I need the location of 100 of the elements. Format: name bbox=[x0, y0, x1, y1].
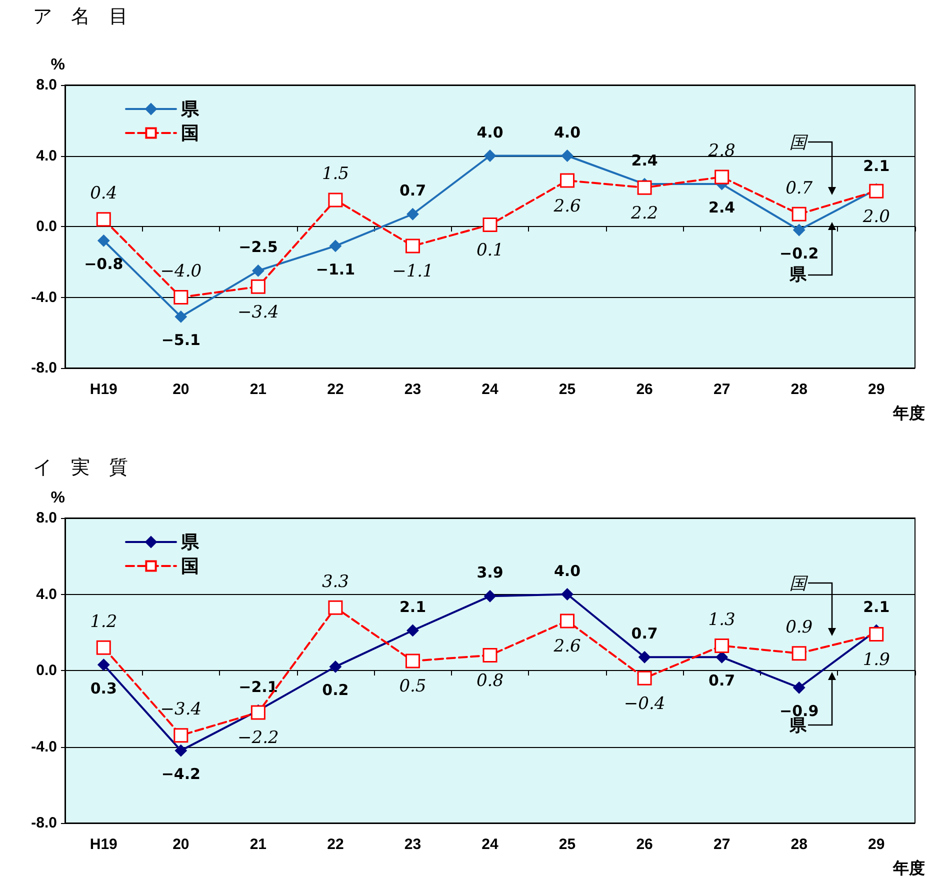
point bbox=[252, 264, 264, 277]
x-tick-label: 29 bbox=[868, 836, 885, 853]
legend-label: 県 bbox=[180, 532, 200, 552]
data-label: 2.1 bbox=[399, 598, 426, 616]
data-label: −3.4 bbox=[160, 700, 202, 720]
chart-title: ア 名 目 bbox=[33, 6, 128, 28]
point bbox=[561, 150, 574, 162]
x-tick-label: 27 bbox=[713, 381, 730, 398]
x-tick-label: 24 bbox=[482, 836, 499, 853]
point bbox=[405, 238, 420, 254]
legend-label: 県 bbox=[180, 99, 200, 119]
point bbox=[328, 192, 343, 208]
x-tick-label: 28 bbox=[790, 836, 808, 853]
data-label: −1.1 bbox=[316, 260, 356, 278]
point bbox=[484, 150, 496, 162]
point bbox=[792, 646, 806, 661]
x-tick-label: 20 bbox=[172, 836, 190, 853]
point bbox=[793, 682, 806, 694]
data-label: −4.2 bbox=[161, 765, 200, 784]
point bbox=[405, 654, 420, 668]
x-tick-label: 26 bbox=[636, 381, 653, 398]
data-label: 1.3 bbox=[708, 610, 736, 630]
point bbox=[96, 212, 111, 227]
data-label: 1.9 bbox=[862, 650, 890, 670]
x-tick-label: 28 bbox=[790, 381, 808, 398]
point bbox=[560, 614, 575, 628]
x-tick-label: 26 bbox=[636, 836, 653, 853]
point bbox=[406, 208, 419, 220]
data-label: 0.7 bbox=[631, 624, 658, 643]
data-label: 4.0 bbox=[554, 562, 581, 580]
y-tick-label: 0.0 bbox=[36, 218, 57, 235]
y-tick-label: 0.0 bbox=[36, 662, 57, 679]
x-tick-label: 23 bbox=[404, 836, 422, 853]
point bbox=[714, 638, 730, 653]
data-label: −2.5 bbox=[238, 238, 278, 256]
annotation: 国 bbox=[789, 572, 806, 595]
point bbox=[96, 640, 111, 655]
point bbox=[637, 180, 652, 195]
point bbox=[638, 651, 651, 664]
point bbox=[98, 658, 110, 671]
x-tick-label: 25 bbox=[558, 836, 576, 853]
point bbox=[482, 648, 498, 662]
x-axis-title: 年度 bbox=[892, 858, 925, 878]
data-label: 0.7 bbox=[708, 672, 736, 690]
y-axis-title: % bbox=[50, 490, 65, 506]
point bbox=[174, 728, 188, 743]
data-label: −4.0 bbox=[160, 262, 202, 282]
data-label: −2.2 bbox=[238, 728, 279, 748]
point bbox=[869, 627, 884, 642]
data-label: 4.0 bbox=[554, 123, 581, 142]
annotation: 国 bbox=[789, 132, 806, 154]
point bbox=[328, 600, 343, 615]
y-tick-label: -4.0 bbox=[31, 288, 57, 306]
data-label: 2.4 bbox=[708, 198, 736, 217]
data-label: 3.9 bbox=[476, 564, 504, 582]
point bbox=[329, 660, 342, 673]
legend-label: 国 bbox=[181, 556, 199, 576]
x-tick-label: 23 bbox=[404, 381, 422, 398]
point bbox=[482, 217, 498, 232]
x-tick-label: 22 bbox=[327, 836, 344, 853]
data-label: −2.1 bbox=[238, 678, 278, 696]
data-label: 0.7 bbox=[399, 182, 426, 200]
x-axis-title: 年度 bbox=[892, 404, 925, 422]
x-tick-label: 21 bbox=[250, 381, 267, 398]
point bbox=[250, 279, 266, 294]
data-label: 1.5 bbox=[322, 164, 349, 184]
y-tick-label: 4.0 bbox=[36, 586, 57, 603]
point bbox=[174, 310, 187, 323]
data-label: 0.2 bbox=[322, 681, 349, 700]
point bbox=[406, 624, 419, 636]
y-tick-label: 4.0 bbox=[36, 147, 57, 164]
chart-title: イ 実 質 bbox=[33, 456, 128, 478]
y-tick-label: -8.0 bbox=[31, 360, 57, 376]
data-label: −0.8 bbox=[84, 255, 124, 274]
data-label: 2.6 bbox=[552, 636, 581, 657]
y-axis-title: % bbox=[50, 56, 65, 74]
data-label: 0.8 bbox=[476, 671, 504, 691]
point bbox=[484, 590, 496, 602]
x-tick-label: 25 bbox=[558, 381, 576, 398]
data-label: 0.4 bbox=[90, 184, 118, 204]
point bbox=[792, 206, 806, 222]
point bbox=[869, 184, 884, 198]
data-label: 0.9 bbox=[786, 618, 813, 638]
data-label: 0.5 bbox=[399, 676, 426, 697]
data-label: 2.8 bbox=[707, 141, 736, 162]
data-label: −1.1 bbox=[392, 262, 434, 282]
data-label: −0.2 bbox=[780, 244, 819, 263]
point bbox=[250, 705, 266, 720]
y-tick-label: -8.0 bbox=[31, 814, 57, 832]
data-label: 2.2 bbox=[630, 203, 658, 224]
point bbox=[174, 744, 187, 757]
x-tick-label: 22 bbox=[327, 381, 344, 398]
x-tick-label: 21 bbox=[250, 836, 267, 853]
point bbox=[98, 234, 110, 247]
legend-label: 国 bbox=[181, 123, 199, 143]
annotation: 県 bbox=[789, 264, 806, 286]
data-label: 4.0 bbox=[476, 123, 504, 142]
data-label: 3.3 bbox=[322, 572, 349, 592]
data-label: 2.6 bbox=[552, 196, 581, 216]
x-tick-label: 20 bbox=[172, 381, 190, 398]
